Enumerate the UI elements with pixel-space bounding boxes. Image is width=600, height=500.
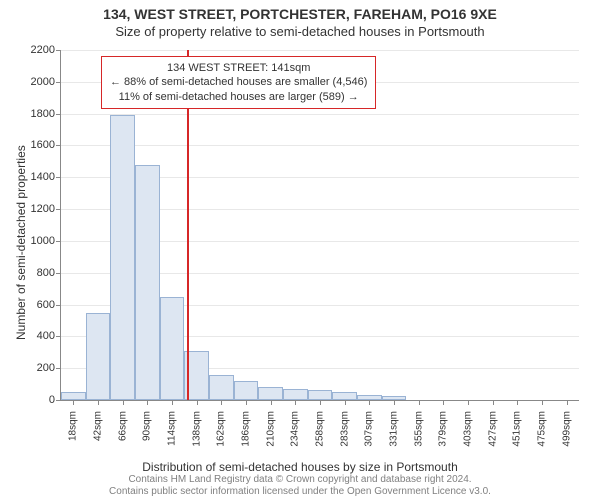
histogram-bar <box>283 389 308 400</box>
x-tick-label: 162sqm <box>216 407 227 447</box>
histogram-bar <box>209 375 234 400</box>
chart-container: 134, WEST STREET, PORTCHESTER, FAREHAM, … <box>0 0 600 500</box>
x-tick-mark <box>320 400 321 405</box>
x-tick-mark <box>517 400 518 405</box>
x-axis-label: Distribution of semi-detached houses by … <box>0 460 600 474</box>
y-tick-label: 1000 <box>15 235 61 247</box>
x-tick-label: 283sqm <box>339 407 350 447</box>
histogram-bar <box>61 392 86 400</box>
y-tick-label: 200 <box>15 362 61 374</box>
x-tick-mark <box>542 400 543 405</box>
footer: Contains HM Land Registry data © Crown c… <box>0 474 600 498</box>
histogram-bar <box>234 381 259 400</box>
x-tick-label: 18sqm <box>68 407 79 441</box>
y-tick-label: 1600 <box>15 139 61 151</box>
gridline <box>61 50 579 51</box>
y-tick-label: 600 <box>15 299 61 311</box>
x-tick-mark <box>443 400 444 405</box>
footer-line2: Contains public sector information licen… <box>0 486 600 498</box>
y-tick-label: 800 <box>15 267 61 279</box>
x-tick-mark <box>147 400 148 405</box>
x-tick-label: 499sqm <box>561 407 572 447</box>
x-tick-mark <box>98 400 99 405</box>
footer-line1: Contains HM Land Registry data © Crown c… <box>0 474 600 486</box>
x-tick-mark <box>345 400 346 405</box>
annotation-line2: ← 88% of semi-detached houses are smalle… <box>110 75 367 89</box>
x-tick-label: 307sqm <box>364 407 375 447</box>
y-tick-label: 2200 <box>15 44 61 56</box>
y-tick-label: 400 <box>15 330 61 342</box>
chart-title-line2: Size of property relative to semi-detach… <box>0 22 600 43</box>
x-tick-mark <box>123 400 124 405</box>
x-tick-mark <box>271 400 272 405</box>
x-tick-mark <box>369 400 370 405</box>
plot-area: 0200400600800100012001400160018002000220… <box>60 50 579 401</box>
x-tick-label: 475sqm <box>537 407 548 447</box>
histogram-bar <box>160 297 185 400</box>
histogram-bar <box>308 390 333 400</box>
x-tick-label: 66sqm <box>117 407 128 441</box>
x-tick-label: 379sqm <box>438 407 449 447</box>
gridline <box>61 114 579 115</box>
chart-title-line1: 134, WEST STREET, PORTCHESTER, FAREHAM, … <box>0 0 600 22</box>
y-tick-label: 0 <box>15 394 61 406</box>
x-tick-mark <box>197 400 198 405</box>
annotation-box: 134 WEST STREET: 141sqm← 88% of semi-det… <box>101 56 376 109</box>
x-tick-label: 234sqm <box>290 407 301 447</box>
x-tick-mark <box>394 400 395 405</box>
x-tick-label: 331sqm <box>389 407 400 447</box>
x-tick-label: 186sqm <box>241 407 252 447</box>
histogram-bar <box>86 313 111 401</box>
y-tick-label: 1800 <box>15 108 61 120</box>
x-tick-label: 114sqm <box>167 407 178 446</box>
x-tick-mark <box>73 400 74 405</box>
x-tick-label: 355sqm <box>413 407 424 447</box>
histogram-bar <box>258 387 283 400</box>
x-tick-mark <box>246 400 247 405</box>
x-tick-mark <box>493 400 494 405</box>
x-tick-label: 210sqm <box>265 407 276 447</box>
x-tick-mark <box>172 400 173 405</box>
y-tick-label: 2000 <box>15 76 61 88</box>
histogram-bar <box>135 165 160 400</box>
annotation-line1: 134 WEST STREET: 141sqm <box>110 61 367 75</box>
histogram-bar <box>332 392 357 400</box>
x-tick-mark <box>468 400 469 405</box>
histogram-bar <box>110 115 135 400</box>
x-tick-mark <box>221 400 222 405</box>
x-tick-mark <box>295 400 296 405</box>
gridline <box>61 145 579 146</box>
x-tick-label: 403sqm <box>463 407 474 447</box>
annotation-line3: 11% of semi-detached houses are larger (… <box>110 90 367 104</box>
x-tick-label: 138sqm <box>191 407 202 447</box>
x-tick-label: 258sqm <box>315 407 326 447</box>
chart-area: 0200400600800100012001400160018002000220… <box>60 50 578 400</box>
y-tick-label: 1200 <box>15 203 61 215</box>
x-tick-label: 451sqm <box>512 407 523 447</box>
x-tick-mark <box>567 400 568 405</box>
x-tick-label: 90sqm <box>142 407 153 441</box>
x-tick-label: 42sqm <box>93 407 104 441</box>
y-tick-label: 1400 <box>15 171 61 183</box>
x-tick-mark <box>419 400 420 405</box>
x-tick-label: 427sqm <box>487 407 498 447</box>
